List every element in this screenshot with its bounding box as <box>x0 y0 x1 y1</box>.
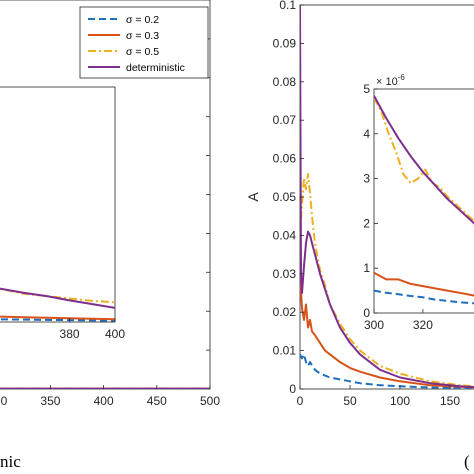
right-inset-series-0-5-line <box>374 97 474 223</box>
right-main-series-0-5-line <box>300 173 474 388</box>
right-inset-y-tick-label: 5 <box>363 82 370 96</box>
left-main-x-tick-label: 400 <box>94 394 114 408</box>
right-main-y-tick-label: 0.08 <box>273 75 297 89</box>
left-inset-series-0-3-line <box>0 315 115 321</box>
legend-label-0-5: σ = 0.5 <box>126 46 159 58</box>
right-main-y-tick-label: 0.03 <box>273 267 297 281</box>
right-main-x-tick-label: 150 <box>440 394 460 408</box>
right-main-series-deterministic-line <box>300 5 474 389</box>
right-main-x-tick-label: 0 <box>297 394 304 408</box>
left-inset-series-deterministic-line <box>0 287 115 309</box>
right-inset-series-deterministic-line <box>374 95 474 225</box>
right-inset-y-tick-label: 0 <box>363 306 370 320</box>
right-inset-series-0-3-line <box>374 271 474 297</box>
right-inset-series-0-2-line <box>374 289 474 305</box>
right-main-y-tick-label: 0.09 <box>273 36 297 50</box>
legend-label-0-2: σ = 0.2 <box>126 14 159 26</box>
right-main-panel: 0 50 100 15000.010.020.030.040.050.060.070.… <box>245 0 474 408</box>
left-inset-x-tick-label: 380 <box>60 327 80 341</box>
right-main-series-0-2-line <box>300 353 474 389</box>
right-main-y-tick-label: 0.06 <box>273 152 297 166</box>
left-main-x-tick-label: 500 <box>200 394 220 408</box>
right-inset-y-exponent: × 10-6 <box>376 73 405 88</box>
right-caption: ( <box>464 452 470 471</box>
left-inset-series-0-2-line <box>0 318 115 322</box>
right-inset-y-tick-label: 1 <box>363 261 370 275</box>
right-main-y-tick-label: 0.05 <box>273 190 297 204</box>
right-main-y-axis-label: A <box>245 192 261 202</box>
left-inset-frame <box>0 86 116 323</box>
left-main-x-tick-label: 450 <box>147 394 167 408</box>
right-main-series-0-3-line <box>300 273 474 389</box>
right-inset-y-tick-label: 3 <box>363 172 370 186</box>
right-main-y-tick-label: 0.02 <box>273 305 297 319</box>
left-caption: nic <box>0 452 21 471</box>
left-inset-panel: 380 400 <box>0 86 125 341</box>
right-main-x-tick-label: 100 <box>390 394 410 408</box>
right-inset-y-tick-label: 2 <box>363 216 370 230</box>
legend: σ = 0.2 σ = 0.3 σ = 0.5 deterministic <box>79 6 209 79</box>
right-inset-y-tick-label: 4 <box>363 127 370 141</box>
right-main-y-tick-label: 0 <box>289 382 296 396</box>
left-inset-x-tick-label: 400 <box>105 327 125 341</box>
legend-label-deterministic: deterministic <box>126 62 185 74</box>
left-main-x-tick-label: 350 <box>40 394 60 408</box>
legend-label-0-3: σ = 0.3 <box>126 30 159 42</box>
left-main-x-tick-label: 300 <box>0 394 8 408</box>
right-main-x-tick-label: 50 <box>343 394 357 408</box>
right-main-y-tick-label: 0.07 <box>273 113 297 127</box>
right-inset-x-tick-label: 320 <box>413 318 433 332</box>
right-main-y-tick-label: 0.04 <box>273 228 297 242</box>
right-inset-panel: 300 320 0 1 2 3 4 5 × 10-6 <box>363 73 474 332</box>
right-main-y-tick-label: 0.1 <box>279 0 296 12</box>
right-inset-x-tick-label: 300 <box>364 318 384 332</box>
right-main-y-tick-label: 0.01 <box>273 344 297 358</box>
